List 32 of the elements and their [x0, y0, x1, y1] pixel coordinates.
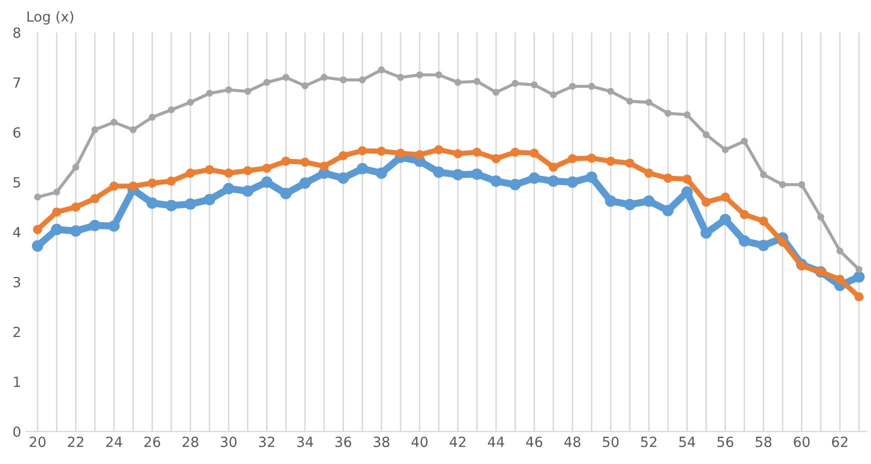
x-tick-label: 26	[144, 436, 160, 448]
y-tick-label: 2	[13, 326, 20, 338]
x-tick-label: 28	[182, 436, 198, 448]
x-tick-label: 60	[794, 436, 810, 448]
y-tick-label: 0	[13, 426, 20, 437]
x-tick-label: 56	[718, 436, 734, 448]
x-tick-label: 30	[220, 436, 237, 448]
x-tick-label: 20	[30, 436, 46, 448]
x-tick-label: 24	[106, 436, 122, 447]
y-tick-label: 1	[14, 376, 20, 387]
x-tick-label: 62	[832, 436, 848, 448]
x-tick-label: 34	[297, 436, 314, 448]
y-tick-label: 5	[14, 177, 20, 188]
x-tick-label: 40	[411, 436, 428, 448]
x-tick-label: 42	[450, 436, 466, 447]
x-tick-label: 36	[335, 436, 352, 448]
y-tick-label: 7	[14, 78, 20, 88]
x-tick-label: 44	[488, 436, 504, 447]
x-tick-label: 22	[68, 436, 84, 447]
x-tick-label: 58	[756, 436, 772, 448]
y-tick-label: 6	[13, 127, 20, 138]
x-tick-label: 48	[564, 436, 580, 448]
y-axis-title: Log (x)	[27, 11, 74, 24]
y-tick-label: 3	[13, 276, 20, 288]
x-tick-label: 54	[679, 436, 696, 448]
x-tick-label: 38	[374, 436, 390, 448]
x-tick-label: 50	[602, 436, 619, 448]
y-tick-label: 4	[13, 227, 20, 238]
y-tick-label: 8	[13, 27, 20, 38]
x-tick-label: 46	[526, 436, 542, 448]
x-tick-label: 32	[259, 436, 274, 448]
x-tick-label: 52	[641, 436, 656, 448]
